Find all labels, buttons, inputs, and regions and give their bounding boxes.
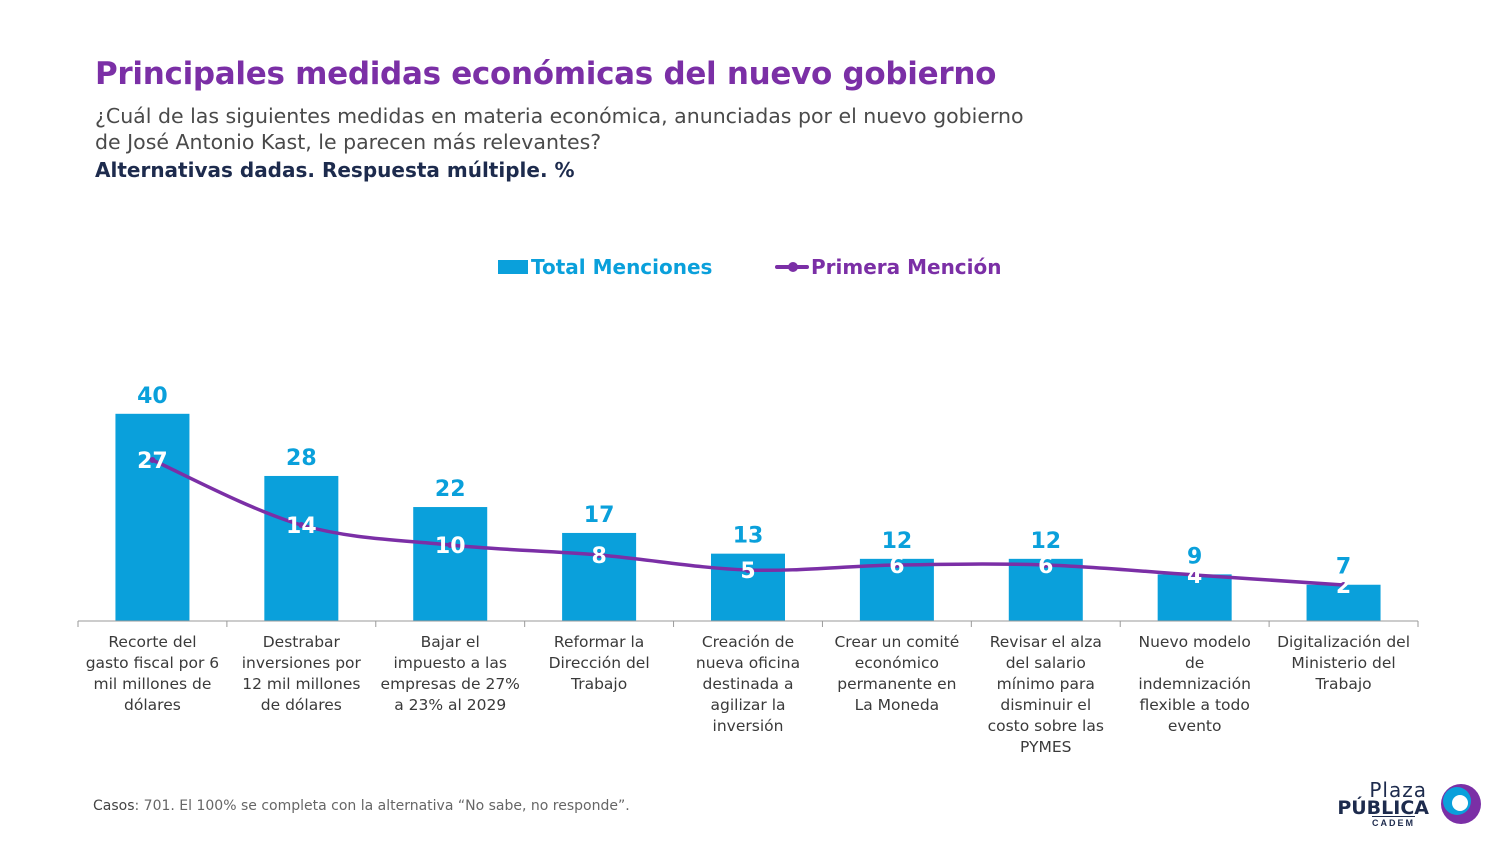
legend-label-total: Total Menciones [531, 255, 713, 279]
category-label-3-1: Dirección del [549, 654, 650, 672]
category-label-4-3: agilizar la [711, 696, 786, 714]
bar-total-6 [1008, 558, 1083, 621]
line-value-label-7: 4 [1187, 564, 1202, 589]
line-value-label-0: 27 [137, 449, 168, 474]
bar-value-label-0: 40 [137, 384, 168, 409]
category-label-7-1: de [1185, 654, 1204, 672]
footnote: Casos: 701. El 100% se completa con la a… [93, 798, 630, 814]
category-label-3-2: Trabajo [570, 675, 627, 693]
bar-total-3 [562, 532, 637, 621]
category-label-2-0: Bajar el [421, 633, 480, 651]
footnote-text: : 701. El 100% se completa con la altern… [134, 798, 630, 814]
line-point-3 [596, 552, 603, 558]
category-label-1-2: 12 mil millones [242, 675, 360, 693]
subtitle-line-1: ¿Cuál de las siguientes medidas en mater… [95, 104, 1024, 128]
category-label-5-1: económico [855, 654, 939, 672]
category-label-2-1: impuesto a las [393, 654, 506, 672]
category-label-5-2: permanente en [837, 675, 956, 693]
line-value-label-2: 10 [435, 534, 466, 559]
category-label-0-1: gasto fiscal por 6 [86, 654, 219, 672]
category-label-4-0: Creación de [702, 633, 794, 651]
bar-total-1 [264, 475, 339, 621]
line-value-label-8: 2 [1336, 574, 1351, 599]
legend-bar-swatch [498, 260, 528, 274]
line-point-5 [893, 562, 900, 568]
bar-value-label-4: 13 [733, 524, 764, 549]
subtitle-line-2: de José Antonio Kast, le parecen más rel… [95, 130, 602, 154]
category-label-3-0: Reformar la [554, 633, 644, 651]
category-label-6-2: mínimo para [997, 675, 1095, 693]
plaza-publica-logo: Plaza PÚBLICA CADEM [1337, 778, 1485, 830]
bar-value-label-1: 28 [286, 446, 317, 471]
category-label-8-1: Ministerio del [1291, 654, 1395, 672]
category-label-2-2: empresas de 27% [381, 675, 520, 693]
category-label-7-2: indemnización [1138, 675, 1251, 693]
category-label-0-3: dólares [124, 696, 181, 714]
category-label-5-0: Crear un comité [834, 633, 959, 651]
category-label-6-0: Revisar el alza [990, 633, 1102, 651]
category-label-5-3: La Moneda [855, 696, 940, 714]
category-label-7-4: evento [1168, 717, 1222, 735]
bar-value-label-2: 22 [435, 477, 466, 502]
logo-line-1: Plaza [1369, 778, 1427, 802]
category-label-1-0: Destrabar [263, 633, 341, 651]
line-point-8 [1340, 582, 1347, 588]
footnote-label: Casos [93, 798, 135, 814]
category-label-6-3: disminuir el [1000, 696, 1091, 714]
bar-total-0 [115, 413, 190, 621]
category-label-4-1: nueva oficina [696, 654, 800, 672]
chart-subtitle: ¿Cuál de las siguientes medidas en mater… [95, 103, 1105, 155]
line-value-label-4: 5 [740, 559, 755, 584]
legend-label-first: Primera Mención [811, 255, 1002, 279]
bar-total-5 [859, 558, 934, 621]
logo-line-3: CADEM [1372, 816, 1415, 828]
category-label-0-0: Recorte del [108, 633, 196, 651]
bar-value-label-7: 9 [1187, 544, 1202, 569]
line-point-6 [1042, 562, 1049, 568]
line-point-4 [745, 567, 751, 573]
category-label-6-5: PYMES [1020, 738, 1071, 756]
line-value-label-3: 8 [591, 544, 606, 569]
legend-line-swatch [775, 262, 809, 272]
bar-total-7 [1157, 574, 1232, 621]
logo-mark-icon [1441, 784, 1481, 824]
line-value-label-1: 14 [286, 514, 317, 539]
bar-value-label-5: 12 [882, 529, 913, 554]
legend-item-total: Total Menciones [498, 255, 712, 279]
logo-line-2: PÚBLICA [1337, 797, 1429, 819]
bar-total-2 [413, 507, 488, 621]
category-label-8-0: Digitalización del [1277, 633, 1410, 651]
line-value-label-5: 6 [889, 554, 904, 579]
category-label-7-3: flexible a todo [1139, 696, 1249, 714]
chart-subnote: Alternativas dadas. Respuesta múltiple. … [95, 158, 575, 182]
line-point-7 [1191, 572, 1198, 578]
category-label-2-3: a 23% al 2029 [394, 696, 506, 714]
category-label-1-3: de dólares [261, 696, 342, 714]
chart-legend: Total Menciones Primera Mención [0, 255, 1501, 281]
line-point-0 [149, 457, 156, 463]
bar-total-8 [1306, 584, 1381, 621]
bar-value-label-6: 12 [1030, 529, 1061, 554]
category-label-7-0: Nuevo modelo [1139, 633, 1251, 651]
category-label-6-4: costo sobre las [988, 717, 1104, 735]
line-point-1 [298, 522, 305, 528]
category-label-6-1: del salario [1006, 654, 1086, 672]
category-label-8-2: Trabajo [1314, 675, 1371, 693]
category-label-4-2: destinada a [703, 675, 794, 693]
category-label-1-1: inversiones por [242, 654, 362, 672]
legend-item-first: Primera Mención [775, 255, 1002, 279]
category-label-0-2: mil millones de [93, 675, 211, 693]
bar-value-label-3: 17 [584, 503, 615, 528]
bar-value-label-8: 7 [1336, 555, 1351, 580]
category-label-4-4: inversión [713, 717, 784, 735]
chart-title: Principales medidas económicas del nuevo… [95, 56, 997, 92]
bar-total-4 [711, 553, 785, 621]
line-point-2 [447, 542, 454, 548]
line-value-label-6: 6 [1038, 554, 1053, 579]
